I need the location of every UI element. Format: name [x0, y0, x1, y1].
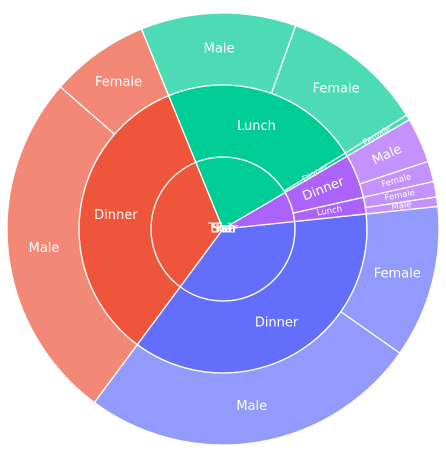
label-sun-dinner-female: Female [95, 75, 142, 90]
label-sat-dinner-male: Male [236, 399, 267, 414]
label-thur: Thur [207, 222, 238, 237]
sector-sat-dinner-male[interactable] [93, 310, 401, 446]
label-sat-dinner-female: Female [374, 267, 421, 282]
sunburst-sectors [6, 12, 440, 446]
label-thur-lunch-male: Male [204, 42, 235, 57]
label-thur-lunch-female: Female [313, 81, 360, 96]
label-sun-dinner-male: Male [29, 241, 60, 256]
sector-sun-dinner-male[interactable] [6, 85, 139, 404]
label-sun-dinner: Dinner [94, 208, 138, 223]
label-sat: Sat [212, 222, 233, 237]
label-thur-lunch: Lunch [237, 119, 276, 134]
label-fri-lunch-male: Male [391, 200, 412, 212]
label-sun: Sun [211, 222, 236, 237]
label-fri: Fri [215, 222, 231, 237]
label-fri-lunch: Lunch [316, 204, 343, 218]
label-sat-dinner: Dinner [255, 315, 299, 330]
sector-fri-lunch-male[interactable] [364, 196, 439, 215]
